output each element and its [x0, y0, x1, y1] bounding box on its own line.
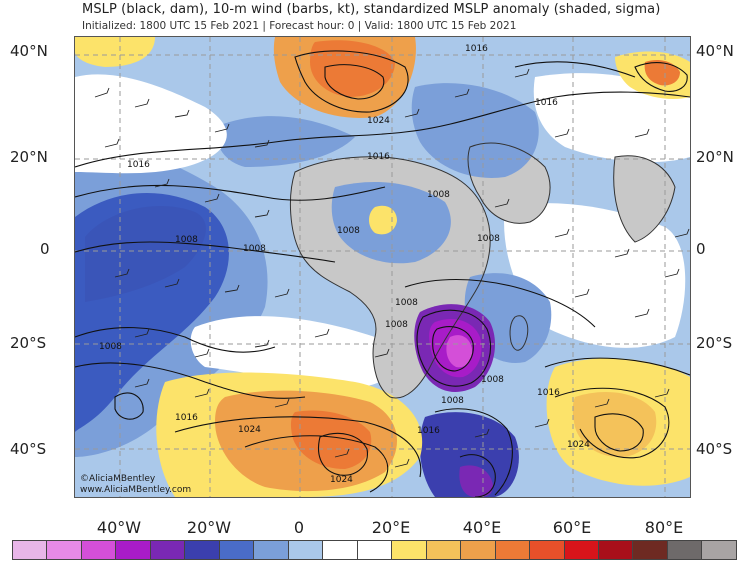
colorbar-swatch: [323, 541, 358, 559]
colorbar-swatch: [598, 541, 634, 559]
wind-barbs: [94, 68, 690, 468]
coastlines: [289, 142, 676, 399]
graticule: [75, 37, 690, 497]
anomaly-orange-ne: [644, 60, 680, 86]
lat-label-left-40n: 40°N: [10, 42, 48, 60]
contour-label: 1016: [175, 413, 198, 423]
anomaly-white-nw: [75, 74, 227, 174]
colorbar-swatch: [667, 541, 703, 559]
contour-label: 1016: [417, 426, 440, 436]
colorbar-swatch: [357, 541, 393, 559]
anomaly-purple-core: [446, 335, 473, 368]
contour-label: 1008: [385, 320, 408, 330]
colorbar-swatch: [150, 541, 186, 559]
lon-label-0: 0: [293, 518, 305, 537]
contour-label: 1008: [477, 234, 500, 244]
lon-label-80e: 80°E: [644, 518, 684, 537]
colorbar-swatch: [564, 541, 599, 559]
watermark-url: www.AliciaMBentley.com: [80, 485, 192, 495]
anomaly-purple-south: [459, 465, 493, 497]
anomaly-blue-dark-nw: [85, 206, 206, 302]
colorbar-swatch: [219, 541, 255, 559]
contour-label: 1016: [465, 44, 488, 54]
anomaly-blue-mid-east: [411, 83, 539, 178]
contour-label: 1016: [537, 388, 560, 398]
lat-label-left-40s: 40°S: [10, 440, 47, 458]
map-subtitle: Initialized: 1800 UTC 15 Feb 2021 | Fore…: [82, 20, 517, 32]
lon-label-40e: 40°E: [462, 518, 502, 537]
colorbar-swatch: [426, 541, 462, 559]
contour-label: 1016: [127, 160, 150, 170]
colorbar-swatch: [116, 541, 151, 559]
map-title: MSLP (black, dam), 10-m wind (barbs, kt)…: [82, 2, 661, 17]
lon-label-40w: 40°W: [96, 518, 142, 537]
colorbar-swatch: [392, 541, 427, 559]
map-canvas: 1016 1016 1024 1016 1016 1008 1008 1008 …: [75, 37, 690, 497]
colorbar-swatch: [461, 541, 496, 559]
contour-label: 1008: [481, 375, 504, 385]
contour-label: 1024: [238, 425, 261, 435]
anomaly-yellow-africa-center: [369, 205, 397, 235]
lat-label-right-20s: 20°S: [696, 334, 733, 352]
colorbar: [12, 540, 737, 560]
colorbar-swatch: [530, 541, 565, 559]
lat-label-right-40n: 40°N: [696, 42, 734, 60]
lat-label-right-0: 0: [696, 240, 706, 258]
contour-label: 1008: [427, 190, 450, 200]
contour-label: 1008: [395, 298, 418, 308]
colorbar-swatch: [185, 541, 220, 559]
colorbar-swatch: [47, 541, 82, 559]
anomaly-white-south-atlantic: [190, 316, 393, 387]
colorbar-swatch: [288, 541, 324, 559]
contour-label: 1008: [441, 396, 464, 406]
colorbar-swatch: [13, 541, 48, 559]
lat-label-right-20n: 20°N: [696, 148, 734, 166]
contour-label: 1016: [367, 152, 390, 162]
lon-label-20e: 20°E: [371, 518, 411, 537]
colorbar-swatch: [81, 541, 117, 559]
lat-label-left-20n: 20°N: [10, 148, 48, 166]
contour-label: 1008: [175, 235, 198, 245]
lat-label-left-20s: 20°S: [10, 334, 47, 352]
lon-label-60e: 60°E: [552, 518, 592, 537]
contour-label: 1008: [243, 244, 266, 254]
contour-label: 1024: [367, 116, 390, 126]
colorbar-swatch: [633, 541, 668, 559]
land-india: [613, 155, 675, 242]
colorbar-swatch: [702, 541, 736, 559]
anomaly-yellow-north: [75, 37, 155, 67]
contour-label: 1024: [567, 440, 590, 450]
contour-label: 1008: [337, 226, 360, 236]
anomaly-orange-indian-south: [572, 392, 657, 458]
watermark-author: ©AliciaMBentley: [80, 474, 156, 484]
lat-label-right-40s: 40°S: [696, 440, 733, 458]
anomaly-orange-dark-south-atlantic: [290, 410, 372, 469]
lon-label-20w: 20°W: [186, 518, 232, 537]
contour-label: 1008: [99, 342, 122, 352]
contour-label: 1024: [330, 475, 353, 485]
colorbar-swatch: [495, 541, 531, 559]
lat-label-left-0: 0: [40, 240, 50, 258]
mslp-contours: [75, 50, 690, 497]
contour-label: 1016: [535, 98, 558, 108]
map-panel: 1016 1016 1024 1016 1016 1008 1008 1008 …: [74, 36, 691, 498]
anomaly-blue-north-atlantic: [215, 116, 355, 167]
colorbar-swatch: [254, 541, 289, 559]
